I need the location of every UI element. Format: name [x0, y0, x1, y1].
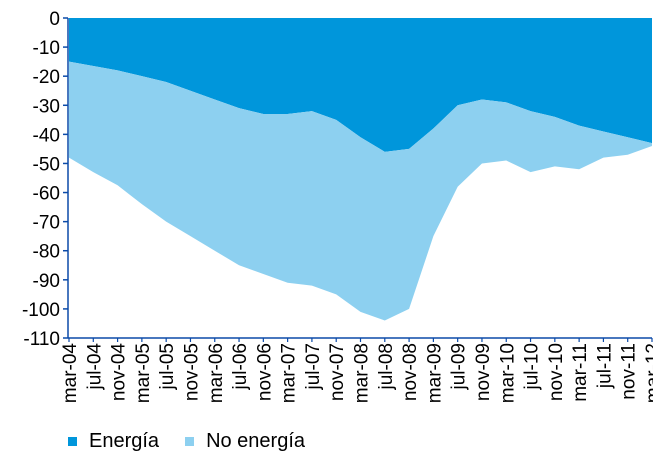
x-tick-label: mar-07 — [279, 343, 300, 403]
x-tick-label: mar-08 — [352, 343, 373, 403]
x-tick-label: nov-08 — [400, 343, 421, 401]
x-tick-label: nov-09 — [473, 343, 494, 401]
legend-item-no-energia: No energía — [185, 430, 305, 453]
x-tick-label: nov-04 — [109, 343, 130, 402]
legend-swatch-no-energia — [185, 437, 195, 446]
x-tick-label: mar-09 — [424, 343, 445, 403]
x-tick-label: mar-10 — [497, 343, 518, 403]
legend-label-energia: Energía — [89, 430, 160, 452]
x-tick-label: jul-07 — [303, 343, 324, 390]
y-tick-label: -100 — [22, 300, 60, 321]
y-tick-label: -110 — [23, 329, 60, 350]
x-tick-label: jul-11 — [594, 343, 615, 389]
x-tick-label: mar-06 — [206, 343, 227, 403]
x-tick-label: jul-06 — [230, 343, 251, 390]
y-tick-label: -50 — [33, 154, 60, 175]
x-tick-label: nov-05 — [181, 343, 202, 401]
x-tick-label: nov-07 — [327, 343, 348, 401]
y-tick-label: -70 — [33, 213, 60, 234]
series-energia-area — [69, 18, 652, 152]
y-tick-label: -10 — [33, 38, 60, 59]
y-tick-label: -90 — [33, 271, 60, 292]
x-tick-label: jul-04 — [84, 343, 105, 391]
x-tick-label: mar-11 — [570, 343, 591, 402]
x-tick-label: mar-04 — [60, 343, 81, 404]
x-tick-label: jul-05 — [157, 343, 178, 390]
y-axis-ticks: 0 -10 -20 -30 -40 -50 -60 -70 -80 -90 -100 -110 — [22, 9, 68, 350]
plot-area — [69, 18, 652, 321]
x-axis-ticks: mar-04 jul-04 nov-04 mar-05 jul-05 nov-05 mar-… — [60, 338, 653, 403]
y-tick-label: -80 — [33, 242, 60, 263]
legend-item-energia: Energía — [68, 430, 159, 453]
x-tick-label: mar-05 — [133, 343, 154, 403]
x-tick-label: mar-12 — [643, 343, 653, 403]
x-tick-label: jul-10 — [522, 343, 543, 390]
legend-label-no-energia: No energía — [206, 430, 306, 452]
x-tick-label: nov-10 — [546, 343, 567, 401]
y-tick-label: -30 — [33, 96, 60, 117]
series-no-energia-area — [69, 61, 652, 321]
legend: Energía No energía — [68, 430, 331, 453]
x-tick-label: nov-06 — [254, 343, 275, 401]
x-tick-label: jul-09 — [449, 343, 470, 390]
y-tick-label: -60 — [33, 184, 60, 205]
y-tick-label: 0 — [49, 9, 60, 30]
legend-swatch-energia — [68, 437, 77, 446]
x-tick-label: nov-11 — [619, 343, 640, 400]
y-tick-label: -20 — [33, 67, 60, 88]
x-tick-label: jul-08 — [376, 343, 397, 390]
y-tick-label: -40 — [33, 125, 60, 146]
